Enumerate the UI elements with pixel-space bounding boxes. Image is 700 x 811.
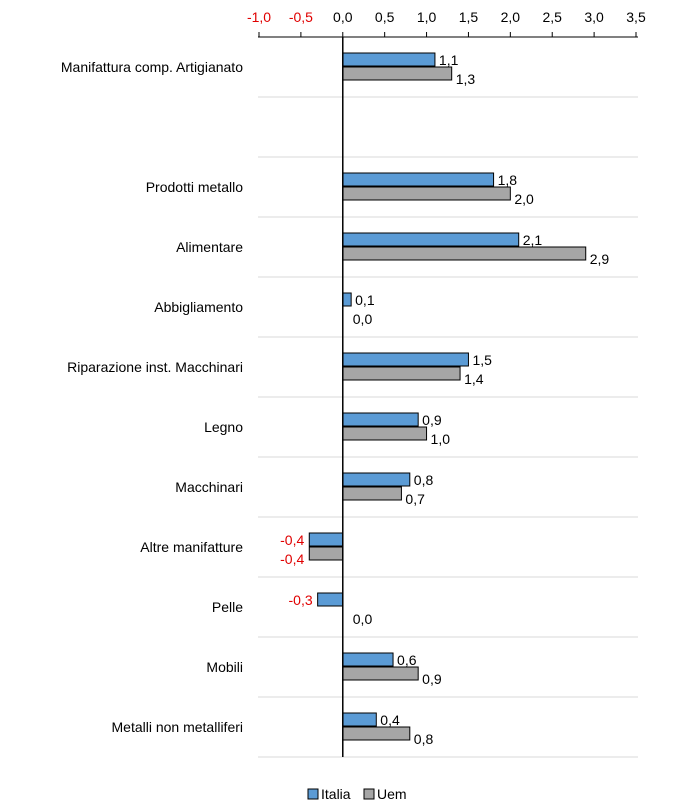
data-label-italia: 1,5 (472, 352, 492, 368)
data-label-italia: 0,9 (422, 412, 442, 428)
bar-italia (342, 352, 469, 367)
x-tick-label: 2,5 (542, 9, 562, 25)
bar-uem (342, 486, 402, 501)
data-label-italia: 1,1 (439, 52, 459, 68)
bar-italia (342, 52, 436, 67)
bar-uem (342, 666, 419, 681)
data-label-italia: 2,1 (523, 232, 543, 248)
category-label: Altre manifatture (140, 539, 243, 555)
bar-italia (342, 652, 394, 667)
x-axis: -1,0 -0,5 0,0 0,5 1,0 1,5 2,0 2,5 3,0 3,5 (247, 9, 646, 38)
bar-italia (342, 172, 495, 187)
data-label-uem: 1,0 (431, 431, 451, 447)
category-label: Abbigliamento (154, 299, 243, 315)
x-tick-label: 3,5 (626, 9, 646, 25)
data-label-italia: 0,6 (397, 652, 417, 668)
data-label-uem: 0,0 (353, 311, 373, 327)
data-label-uem: 0,0 (353, 611, 373, 627)
category-label: Alimentare (176, 239, 243, 255)
data-label-uem: 0,9 (422, 671, 442, 687)
x-tick-label: 0,0 (333, 9, 353, 25)
bar-uem (342, 426, 428, 441)
category-label: Manifattura comp. Artigianato (61, 59, 243, 75)
legend-swatch-italia (307, 788, 319, 800)
data-label-italia: -0,3 (289, 592, 313, 608)
bar-italia (342, 232, 520, 247)
legend: Italia Uem (307, 786, 407, 802)
data-labels: 1,1 1,3 1,8 2,0 2,1 2,9 0,1 0,0 1,5 1,4 0,9 1,0 0,8 0… (280, 52, 609, 747)
legend-swatch-uem (363, 788, 375, 800)
legend-label-uem: Uem (377, 786, 407, 802)
bar-uem (342, 726, 411, 741)
legend-label-italia: Italia (321, 786, 351, 802)
x-tick-label: -0,5 (289, 9, 313, 25)
data-label-italia: 0,1 (355, 292, 375, 308)
bar-uem (342, 186, 511, 201)
data-label-italia: 0,8 (414, 472, 434, 488)
category-label: Legno (204, 419, 243, 435)
data-label-uem: -0,4 (280, 551, 304, 567)
category-label: Mobili (206, 659, 243, 675)
category-label: Metalli non metalliferi (112, 719, 244, 735)
data-label-uem: 2,9 (590, 251, 610, 267)
data-label-uem: 0,8 (414, 731, 434, 747)
bar-italia (342, 472, 411, 487)
bar-uem (342, 66, 453, 81)
category-label: Prodotti metallo (146, 179, 243, 195)
category-separators (258, 96, 638, 758)
x-tick-label: 2,0 (501, 9, 521, 25)
data-label-italia: -0,4 (280, 532, 304, 548)
category-label: Pelle (212, 599, 243, 615)
data-label-italia: 0,4 (380, 712, 400, 728)
data-label-uem: 2,0 (514, 191, 534, 207)
data-label-uem: 0,7 (405, 491, 425, 507)
bar-uem (342, 246, 587, 261)
bar-italia (317, 592, 344, 607)
bar-uem (308, 546, 344, 561)
category-label: Riparazione inst. Macchinari (67, 359, 243, 375)
x-tick-label: 3,0 (584, 9, 604, 25)
category-label: Macchinari (175, 479, 243, 495)
bar-uem (342, 366, 461, 381)
x-tick-label: 1,0 (417, 9, 437, 25)
category-labels: Manifattura comp. Artigianato Prodotti me… (61, 59, 243, 735)
x-tick-label: 1,5 (459, 9, 479, 25)
bar-italia (342, 712, 377, 727)
bar-italia (308, 532, 344, 547)
x-tick-label: 0,5 (375, 9, 395, 25)
x-tick-label: -1,0 (247, 9, 271, 25)
data-label-italia: 1,8 (498, 172, 518, 188)
data-label-uem: 1,4 (464, 371, 484, 387)
data-label-uem: 1,3 (456, 71, 476, 87)
bar-italia (342, 292, 352, 307)
bar-italia (342, 412, 419, 427)
